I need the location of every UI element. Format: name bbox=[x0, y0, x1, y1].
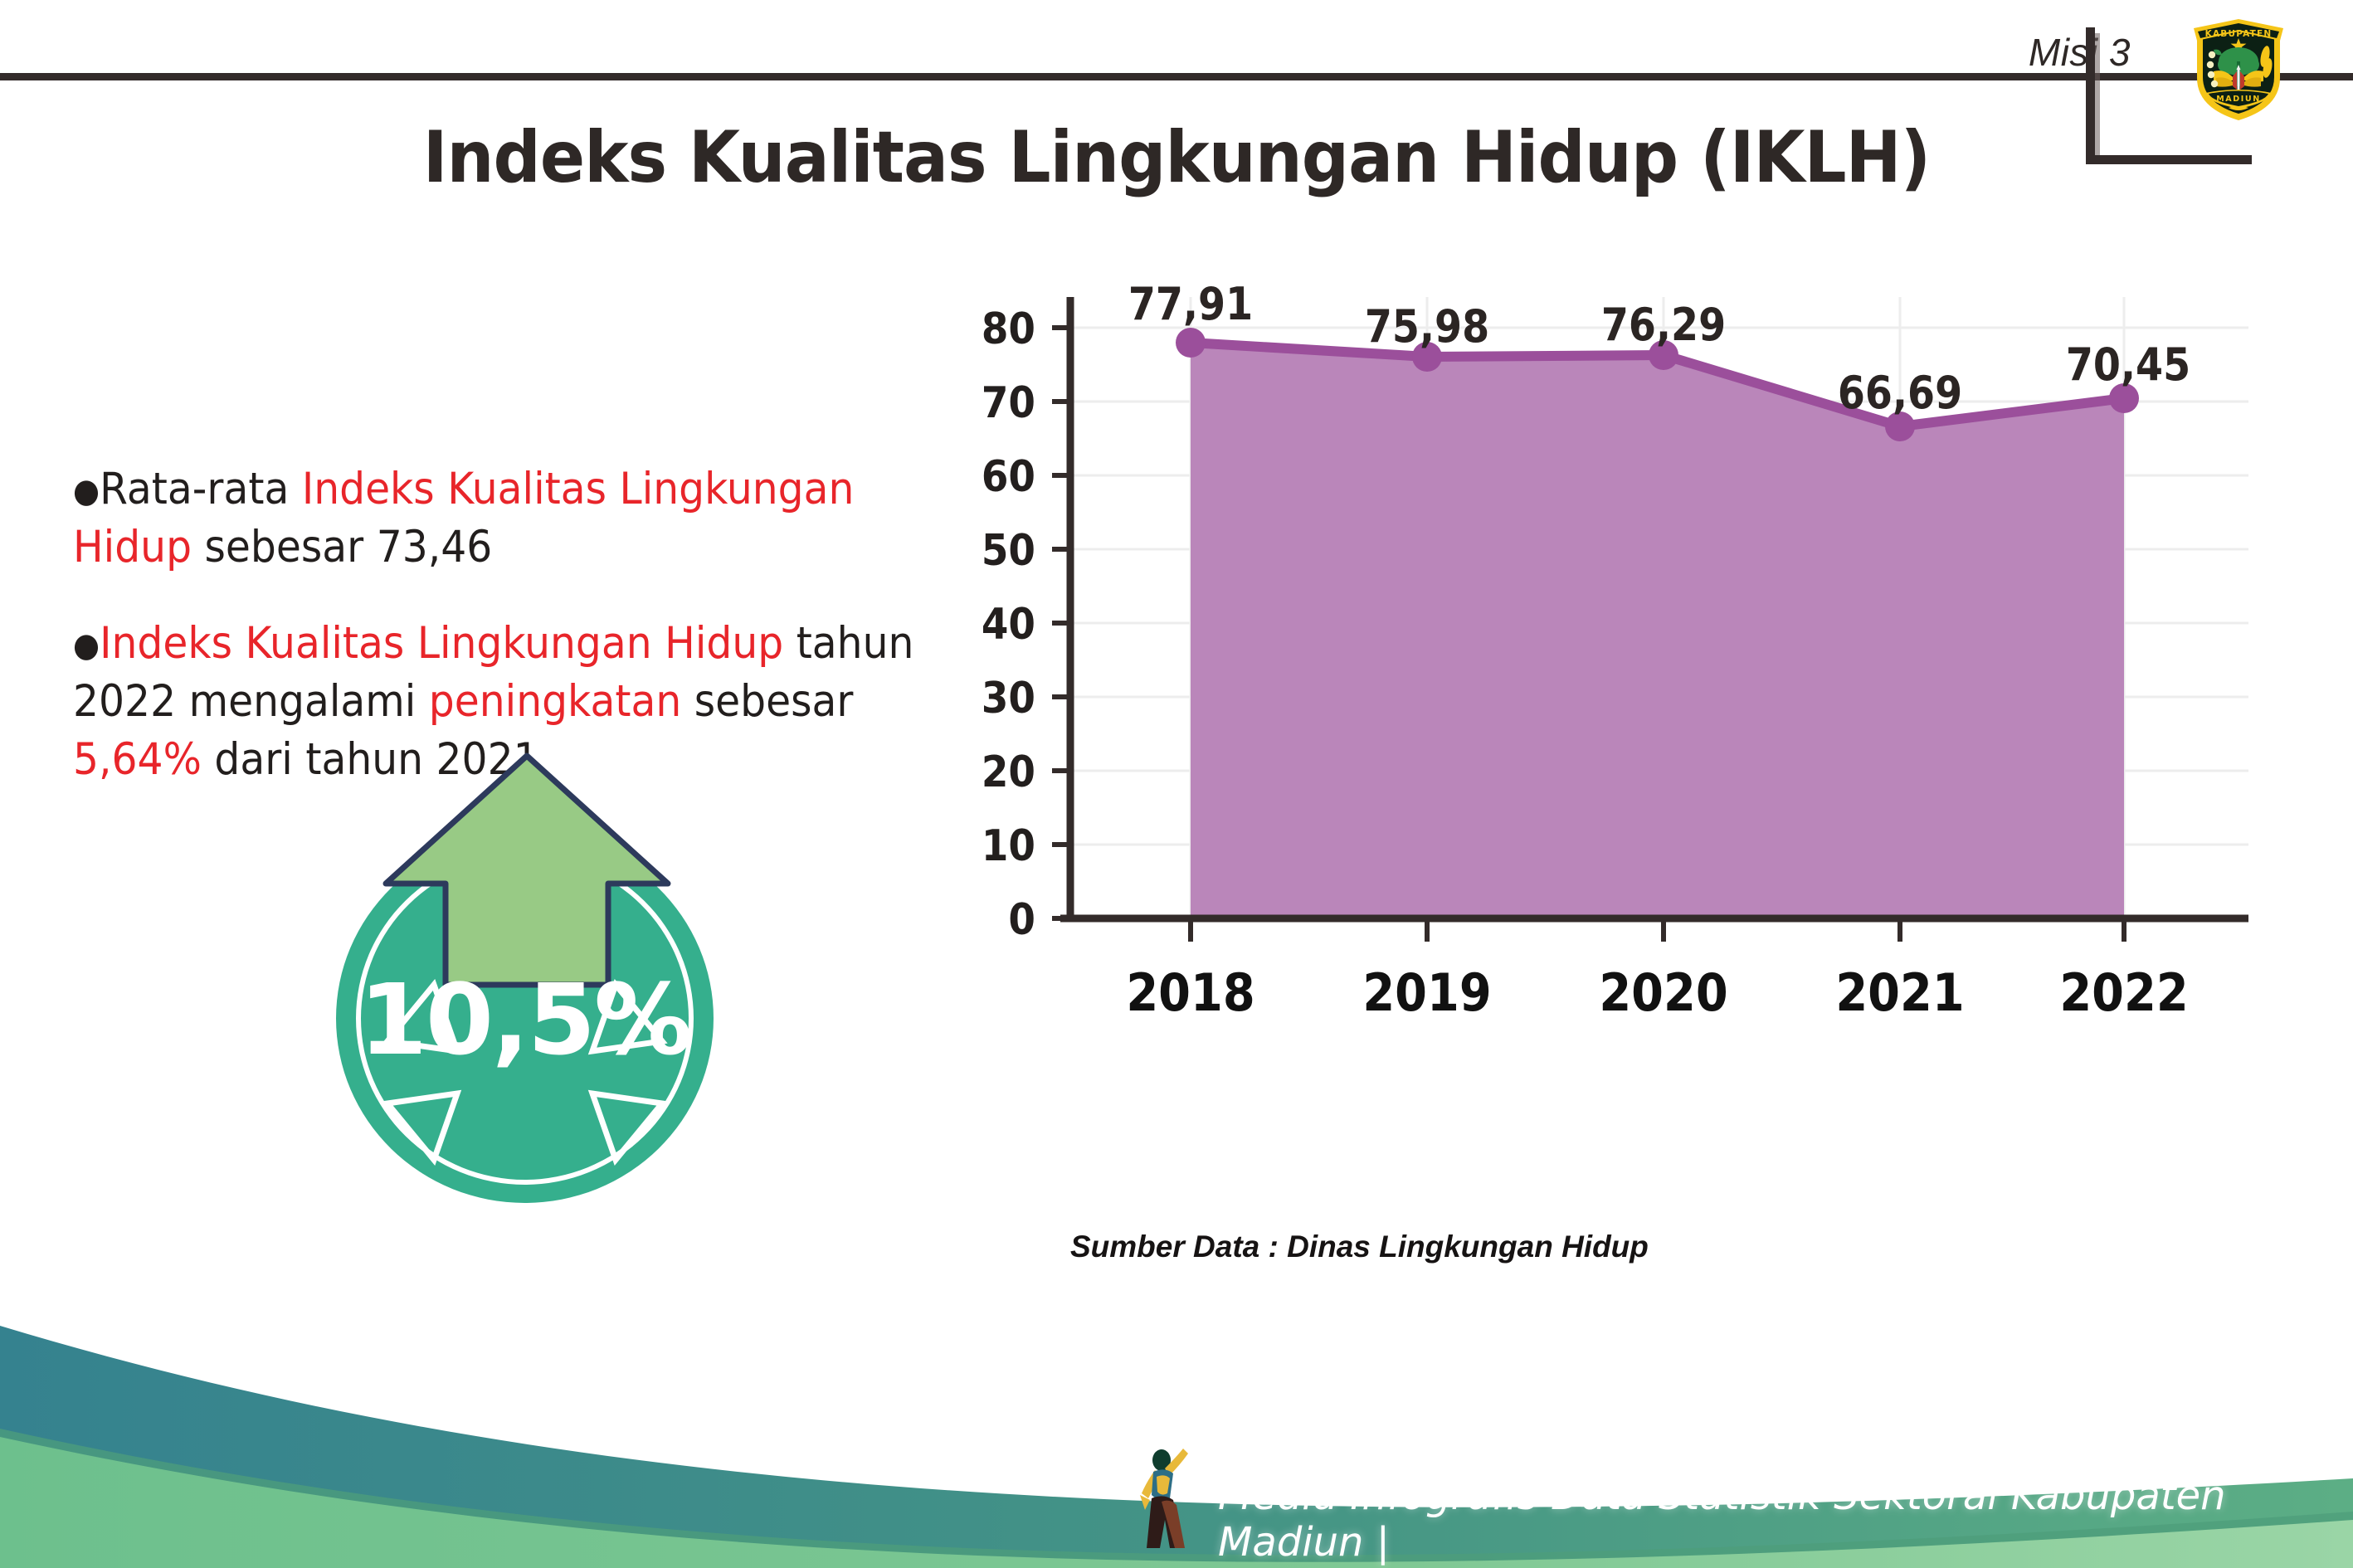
header-bracket-shadow bbox=[2095, 33, 2100, 164]
y-tick-label-20: 20 bbox=[981, 747, 1035, 797]
x-tick-label-2019: 2019 bbox=[1362, 962, 1492, 1023]
chart-canvas bbox=[1052, 297, 2248, 942]
y-tick-label-10: 10 bbox=[981, 821, 1035, 871]
bullet-1-seg-3: sebesar 73,46 bbox=[192, 521, 493, 572]
y-tick-label-80: 80 bbox=[981, 304, 1035, 354]
badge-value: 10,5% bbox=[358, 962, 692, 1077]
data-label-2022: 70,45 bbox=[2065, 338, 2191, 391]
x-tick-label-2018: 2018 bbox=[1126, 962, 1255, 1023]
footer-text: Media Infografis Data Statistik Sektoral… bbox=[1218, 1473, 2226, 1566]
header-rule bbox=[0, 73, 2353, 80]
header-bracket-horizontal bbox=[2086, 155, 2252, 164]
bullet-1-seg-1: Rata-rata bbox=[100, 464, 302, 514]
svg-text:MADIUN: MADIUN bbox=[2216, 95, 2261, 104]
increase-badge: 10,5% bbox=[319, 751, 751, 1203]
bullet-item-1: ●Rata-rata Indeks Kualitas Lingkungan Hi… bbox=[73, 460, 920, 577]
x-tick-label-2021: 2021 bbox=[1835, 962, 1965, 1023]
x-tick-label-2022: 2022 bbox=[2059, 962, 2189, 1023]
footer-wave-decoration bbox=[0, 1326, 2353, 1568]
data-label-2018: 77,91 bbox=[1128, 278, 1254, 330]
bullet-2-seg-3: peningkatan bbox=[428, 675, 682, 727]
up-arrow-icon bbox=[382, 752, 671, 988]
bullet-2-seg-4: sebesar bbox=[681, 675, 854, 727]
y-tick-label-60: 60 bbox=[981, 452, 1035, 502]
media-infografis-logo-icon bbox=[1140, 1449, 1188, 1548]
data-label-2021: 66,69 bbox=[1837, 367, 1963, 419]
source-note: Sumber Data : Dinas Lingkungan Hidup bbox=[1070, 1230, 1649, 1264]
bullet-dot-icon: ● bbox=[73, 471, 100, 510]
bullet-1-seg-2: Indeks Kualitas Lingkungan Hidup bbox=[73, 464, 855, 572]
y-tick-label-40: 40 bbox=[981, 600, 1035, 650]
svg-text:KABUPATEN: KABUPATEN bbox=[2205, 29, 2273, 39]
bullet-item-2: ●Indeks Kualitas Lingkungan Hidup tahun … bbox=[73, 615, 920, 789]
y-tick-label-0: 0 bbox=[1008, 895, 1035, 945]
y-tick-label-30: 30 bbox=[981, 674, 1035, 723]
data-label-2020: 76,29 bbox=[1600, 299, 1727, 351]
page-title: Indeks Kualitas Lingkungan Hidup (IKLH) bbox=[422, 116, 1931, 199]
bullet-dot-icon: ● bbox=[73, 626, 100, 665]
kabupaten-madiun-emblem-icon: KABUPATEN MADIUN bbox=[2194, 19, 2283, 120]
x-tick-label-2020: 2020 bbox=[1599, 962, 1728, 1023]
y-tick-label-50: 50 bbox=[981, 526, 1035, 576]
header-bracket-vertical bbox=[2086, 27, 2095, 164]
iklh-area-chart: 80 70 60 50 40 30 20 10 0 2018 2019 2020… bbox=[954, 278, 2298, 1203]
y-tick-label-70: 70 bbox=[981, 378, 1035, 428]
bullet-list: ●Rata-rata Indeks Kualitas Lingkungan Hi… bbox=[73, 460, 994, 827]
bullet-2-seg-2: tahun 2022 mengalami bbox=[73, 617, 914, 727]
bullet-2-seg-1: Indeks Kualitas Lingkungan Hidup bbox=[100, 617, 784, 669]
bullet-2-seg-6: dari tahun 2021 bbox=[201, 733, 539, 785]
bullet-2-seg-5: 5,64% bbox=[73, 733, 202, 785]
data-label-2019: 75,98 bbox=[1364, 300, 1490, 353]
misi-label: Misi 3 bbox=[2028, 31, 2131, 74]
